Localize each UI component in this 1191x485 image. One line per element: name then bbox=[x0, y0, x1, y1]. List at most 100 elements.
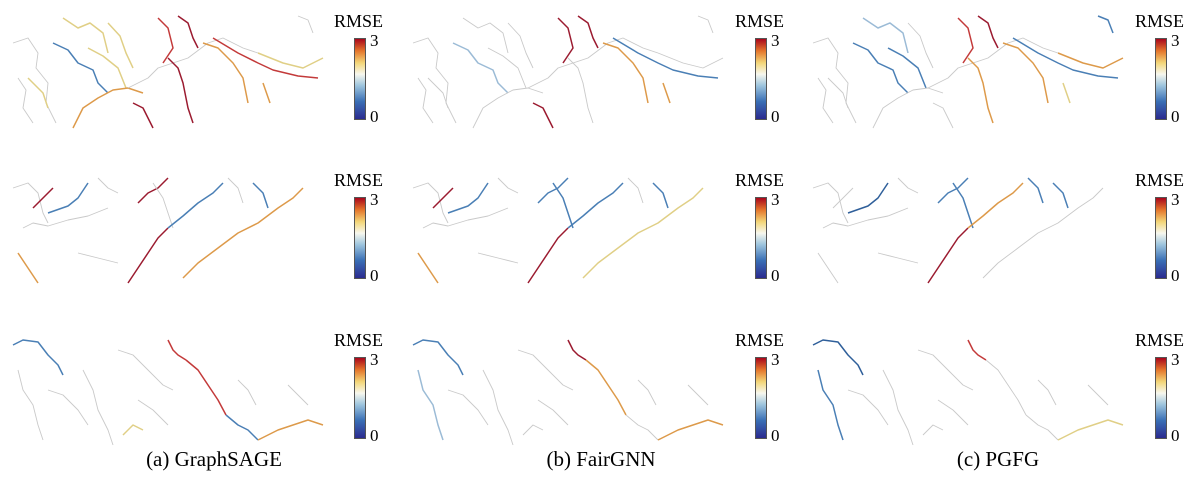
river-segment bbox=[1037, 379, 1057, 406]
river-panel bbox=[8, 330, 328, 448]
river-segment bbox=[1097, 15, 1114, 34]
river-segment bbox=[417, 77, 434, 124]
river-map bbox=[412, 15, 724, 129]
caption-graphsage: (a) GraphSAGE bbox=[146, 447, 282, 471]
river-segment bbox=[982, 187, 1104, 279]
river-segment bbox=[625, 414, 659, 441]
river-map bbox=[412, 177, 704, 284]
colorbar-title: RMSE bbox=[1135, 330, 1185, 350]
river-segment bbox=[422, 207, 509, 229]
river-segment bbox=[47, 182, 89, 214]
colorbar bbox=[755, 197, 767, 279]
river-segment bbox=[827, 77, 849, 109]
river-segment bbox=[522, 424, 544, 436]
river-segment bbox=[227, 177, 244, 204]
river-segment bbox=[817, 369, 844, 441]
river-segment bbox=[462, 17, 509, 54]
river-segment bbox=[477, 252, 519, 264]
colorbar-max-label: 3 bbox=[370, 190, 379, 209]
caption-fairgnn: (b) FairGNN bbox=[546, 447, 656, 471]
river-segment bbox=[225, 414, 259, 441]
river-segment bbox=[17, 252, 39, 284]
river-segment bbox=[447, 389, 489, 426]
river-segment bbox=[412, 182, 449, 224]
river-segment bbox=[852, 42, 909, 94]
river-segment bbox=[12, 339, 64, 376]
river-segment bbox=[1002, 42, 1049, 104]
river-segment bbox=[182, 187, 304, 279]
river-segment bbox=[887, 47, 927, 89]
river-panel bbox=[408, 330, 728, 448]
river-map bbox=[812, 177, 1104, 284]
river-segment bbox=[12, 182, 49, 224]
river-segment bbox=[17, 77, 34, 124]
colorbar bbox=[354, 197, 366, 279]
river-segment bbox=[1012, 37, 1119, 79]
colorbar-title: RMSE bbox=[1135, 11, 1185, 31]
river-panel bbox=[808, 330, 1128, 448]
river-segment bbox=[612, 37, 719, 79]
colorbar-min-label: 0 bbox=[1171, 266, 1180, 285]
river-segment bbox=[927, 227, 969, 284]
caption-pgfg: (c) PGFG bbox=[956, 447, 1040, 471]
colorbar-min-label: 0 bbox=[370, 107, 379, 126]
river-segment bbox=[882, 369, 914, 446]
colorbar-min-label: 0 bbox=[771, 426, 780, 445]
colorbar-max-label: 3 bbox=[370, 31, 379, 50]
river-segment bbox=[585, 359, 627, 416]
river-segment bbox=[1062, 82, 1071, 104]
river-segment bbox=[107, 22, 134, 69]
river-segment bbox=[202, 42, 249, 104]
river-segment bbox=[157, 17, 174, 64]
river-segment bbox=[417, 369, 444, 441]
colorbar bbox=[1155, 38, 1167, 120]
river-segment bbox=[977, 15, 999, 49]
river-segment bbox=[847, 389, 889, 426]
river-segment bbox=[652, 182, 669, 209]
colorbar bbox=[1155, 197, 1167, 279]
river-map bbox=[412, 339, 724, 446]
colorbar-max-label: 3 bbox=[1171, 31, 1180, 50]
river-panel bbox=[408, 8, 728, 129]
river-segment bbox=[237, 379, 257, 406]
river-segment bbox=[602, 42, 649, 104]
colorbar-max-label: 3 bbox=[1171, 190, 1180, 209]
river-segment bbox=[922, 424, 944, 436]
river-segment bbox=[122, 424, 144, 436]
colorbar bbox=[755, 357, 767, 439]
river-segment bbox=[1027, 177, 1044, 204]
colorbar-max-label: 3 bbox=[771, 190, 780, 209]
river-map bbox=[12, 339, 324, 446]
river-segment bbox=[212, 37, 319, 79]
river-segment bbox=[185, 359, 227, 416]
colorbar-min-label: 0 bbox=[771, 107, 780, 126]
river-segment bbox=[937, 177, 969, 204]
river-segment bbox=[27, 77, 49, 109]
river-segment bbox=[1057, 419, 1124, 441]
river-panel bbox=[808, 168, 1128, 286]
river-segment bbox=[847, 182, 889, 214]
river-segment bbox=[472, 87, 544, 129]
river-segment bbox=[687, 384, 709, 406]
river-segment bbox=[167, 57, 194, 124]
river-segment bbox=[537, 177, 569, 204]
colorbar-title: RMSE bbox=[735, 170, 785, 190]
river-segment bbox=[482, 369, 514, 446]
river-segment bbox=[32, 187, 54, 209]
river-segment bbox=[72, 87, 144, 129]
colorbar-max-label: 3 bbox=[1171, 350, 1180, 369]
river-panel bbox=[8, 8, 328, 129]
river-segment bbox=[897, 177, 919, 194]
river-segment bbox=[167, 182, 224, 229]
river-segment bbox=[657, 419, 724, 441]
river-segment bbox=[832, 187, 854, 209]
river-segment bbox=[967, 339, 987, 361]
river-segment bbox=[427, 77, 449, 109]
river-segment bbox=[552, 182, 574, 229]
river-segment bbox=[257, 419, 324, 441]
colorbar bbox=[755, 38, 767, 120]
river-segment bbox=[822, 207, 909, 229]
river-segment bbox=[877, 252, 919, 264]
river-segment bbox=[927, 37, 1059, 89]
river-segment bbox=[567, 339, 587, 361]
